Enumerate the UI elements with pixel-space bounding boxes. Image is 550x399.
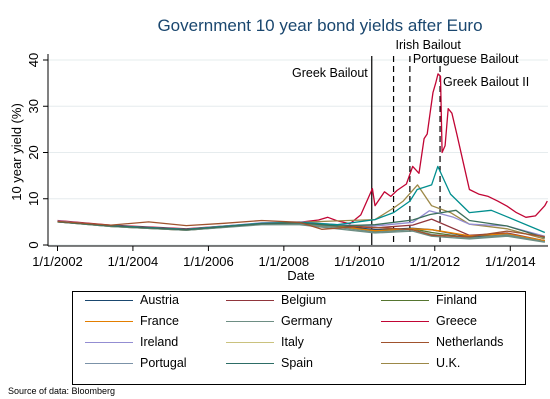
legend: Austria Belgium Finland France Germany Greece…	[72, 291, 526, 385]
event-label: Portuguese Bailout	[413, 52, 519, 66]
legend-swatch	[226, 363, 274, 364]
legend-swatch	[381, 363, 429, 364]
legend-label: Ireland	[140, 335, 179, 349]
y-tick-label: 30	[26, 99, 41, 113]
x-tick-label: 1/1/2012	[409, 254, 460, 269]
event-label: Greek Bailout II	[443, 75, 529, 89]
x-tick-label: 1/1/2002	[32, 254, 83, 269]
legend-swatch	[226, 321, 274, 322]
chart-canvas: Government 10 year bond yields after Eur…	[9, 16, 548, 283]
y-tick-label: 40	[26, 53, 41, 67]
y-tick-label: 0	[26, 241, 41, 248]
legend-label: Greece	[436, 314, 477, 328]
legend-swatch	[85, 300, 133, 301]
legend-label: Austria	[140, 293, 179, 307]
legend-label: Finland	[436, 293, 477, 307]
x-axis-label: Date	[287, 268, 314, 283]
series-line	[57, 209, 545, 239]
legend-label: Italy	[281, 335, 304, 349]
x-tick-label: 1/1/2006	[183, 254, 234, 269]
x-tick-label: 1/1/2010	[334, 254, 385, 269]
legend-label: France	[140, 314, 179, 328]
legend-swatch	[226, 300, 274, 301]
chart-title: Government 10 year bond yields after Eur…	[157, 16, 482, 35]
legend-label: Belgium	[281, 293, 327, 307]
legend-label: Spain	[281, 356, 313, 370]
legend-swatch	[381, 300, 429, 301]
legend-swatch	[85, 321, 133, 322]
legend-swatch	[226, 342, 274, 343]
y-axis-label: 10 year yield (%)	[9, 103, 24, 201]
series-lines	[57, 73, 548, 243]
y-tick-label: 20	[26, 145, 41, 159]
event-lines	[371, 56, 441, 245]
legend-swatch	[381, 321, 429, 322]
legend-label: Germany	[281, 314, 333, 328]
x-axis: 1/1/2002 1/1/2004 1/1/2006 1/1/2008 1/1/2010…	[32, 245, 548, 269]
legend-swatch	[85, 363, 133, 364]
y-tick-label: 10	[26, 192, 41, 206]
x-tick-label: 1/1/2014	[485, 254, 536, 269]
x-tick-label: 1/1/2008	[259, 254, 310, 269]
legend-label: Portugal	[140, 356, 187, 370]
y-axis: 0 10 20 30 40	[26, 53, 49, 249]
grid-lines	[48, 59, 548, 246]
source-note: Source of data: Bloomberg	[8, 386, 116, 396]
x-tick-label: 1/1/2004	[108, 254, 159, 269]
legend-swatch	[381, 342, 429, 343]
series-line	[57, 219, 545, 238]
event-label: Greek Bailout	[292, 66, 368, 80]
legend-swatch	[85, 342, 133, 343]
legend-label: U.K.	[436, 356, 461, 370]
event-label: Irish Bailout	[396, 38, 462, 52]
legend-label: Netherlands	[436, 335, 504, 349]
series-line	[57, 73, 548, 230]
